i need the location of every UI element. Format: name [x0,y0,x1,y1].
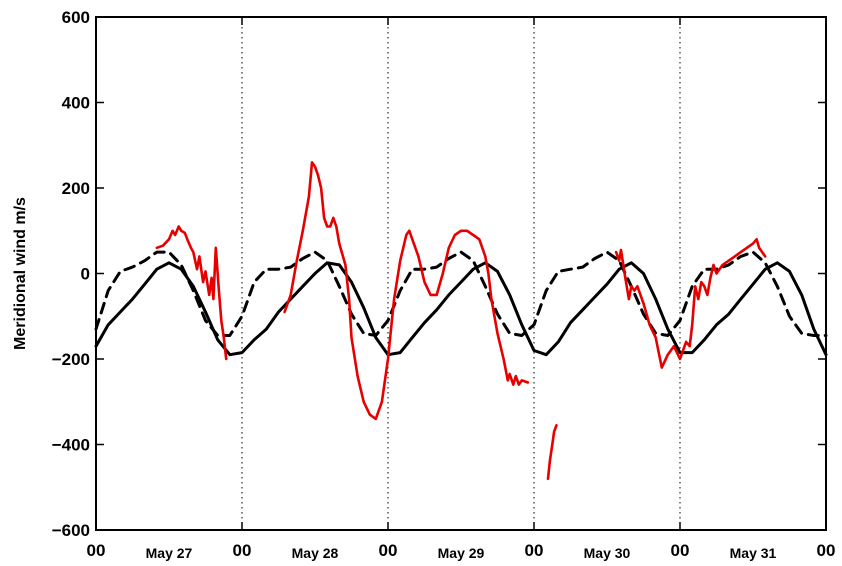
x-day-label: May 30 [584,545,631,561]
x-tick-labels: 00 00 00 00 00 00 May 27 May 28 May 29 May 30 May … [87,541,836,561]
y-tick-label: 400 [62,94,90,113]
x-hour-label: 00 [817,541,836,560]
series-2-segment-0 [155,225,228,361]
y-tick-label: 600 [62,8,90,27]
x-hour-label: 00 [87,541,106,560]
x-hour-label: 00 [671,541,690,560]
x-hour-label: 00 [379,541,398,560]
x-day-label: May 28 [292,545,339,561]
y-tick-label: −600 [52,521,90,540]
x-hour-label: 00 [525,541,544,560]
y-tick-labels: −600 −400 −200 0 200 400 600 [52,8,90,540]
series-2-segment-1 [283,161,530,421]
y-tick-label: −200 [52,350,90,369]
y-tick-label: 0 [81,265,90,284]
x-day-label: May 27 [146,545,193,561]
series-2-segment-2 [546,424,558,480]
y-tick-label: −400 [52,436,90,455]
series-1-line [94,250,828,337]
series-layer [94,161,828,480]
x-day-label: May 31 [730,545,777,561]
y-axis-label: Meridional wind m/s [12,197,29,350]
y-tick-label: 200 [62,179,90,198]
x-hour-label: 00 [233,541,252,560]
series-2-segment-3 [614,238,767,369]
x-day-label: May 29 [438,545,485,561]
day-separators [241,17,681,530]
series-0-line [94,261,828,357]
axis-ticks [95,16,827,531]
